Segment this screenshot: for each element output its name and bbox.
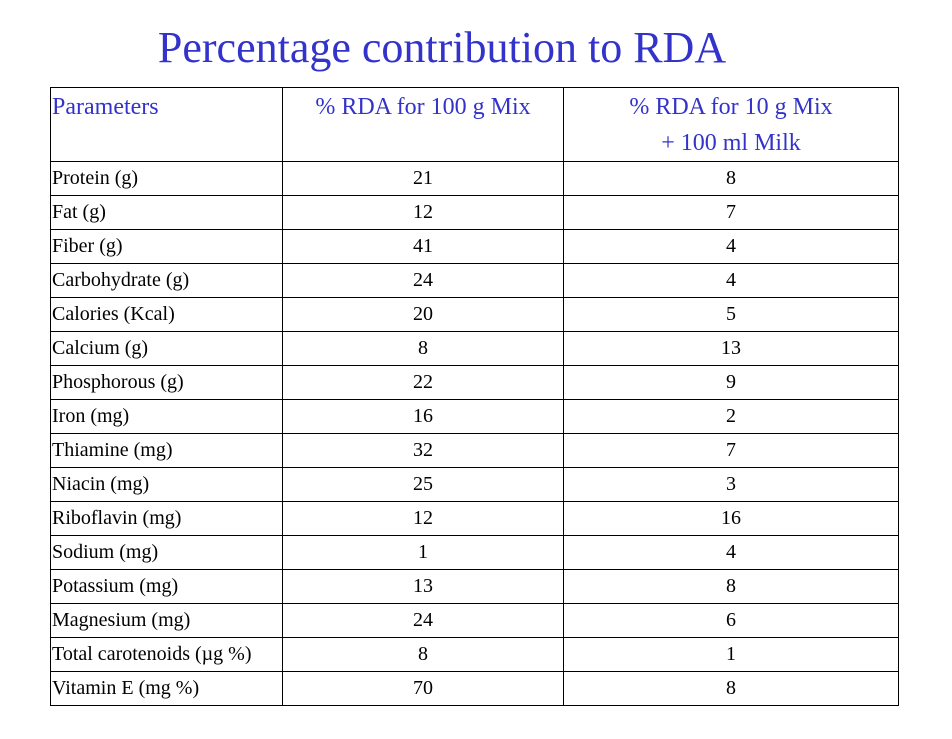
table-row: Niacin (mg) 25 3 [50, 467, 899, 502]
table-row: Sodium (mg) 1 4 [50, 535, 899, 570]
header-rda-10g-mix-milk: % RDA for 10 g Mix + 100 ml Milk [563, 87, 899, 162]
table-row: Protein (g) 21 8 [50, 161, 899, 196]
cell-rda-100g-mix: 8 [282, 331, 564, 366]
header-rda-10g-mix-line1: % RDA for 10 g Mix [629, 94, 833, 120]
cell-rda-10g-mix-milk: 7 [563, 195, 899, 230]
cell-rda-10g-mix-milk: 4 [563, 229, 899, 264]
cell-rda-100g-mix: 16 [282, 399, 564, 434]
table-row: Fiber (g) 41 4 [50, 229, 899, 264]
page-title: Percentage contribution to RDA [157, 23, 727, 72]
table-row: Potassium (mg) 13 8 [50, 569, 899, 604]
cell-parameter: Carbohydrate (g) [50, 263, 283, 298]
table-row: Phosphorous (g) 22 9 [50, 365, 899, 400]
cell-parameter: Calories (Kcal) [50, 297, 283, 332]
cell-rda-100g-mix: 13 [282, 569, 564, 604]
cell-parameter: Vitamin E (mg %) [50, 671, 283, 706]
cell-rda-100g-mix: 32 [282, 433, 564, 468]
cell-rda-100g-mix: 1 [282, 535, 564, 570]
cell-rda-10g-mix-milk: 1 [563, 637, 899, 672]
cell-rda-100g-mix: 25 [282, 467, 564, 502]
cell-parameter: Phosphorous (g) [50, 365, 283, 400]
cell-parameter: Fiber (g) [50, 229, 283, 264]
header-row: Parameters % RDA for 100 g Mix % RDA for… [50, 87, 899, 162]
table-row: Magnesium (mg) 24 6 [50, 603, 899, 638]
header-rda-10g-mix-line2: + 100 ml Milk [661, 130, 801, 156]
cell-rda-100g-mix: 22 [282, 365, 564, 400]
cell-rda-100g-mix: 70 [282, 671, 564, 706]
header-parameters: Parameters [50, 87, 283, 162]
cell-rda-10g-mix-milk: 8 [563, 161, 899, 196]
cell-rda-10g-mix-milk: 8 [563, 569, 899, 604]
cell-parameter: Calcium (g) [50, 331, 283, 366]
table-body: Protein (g) 21 8 Fat (g) 12 7 Fiber (g) 41 4 Carb… [50, 161, 899, 706]
cell-parameter: Potassium (mg) [50, 569, 283, 604]
table-row: Riboflavin (mg) 12 16 [50, 501, 899, 536]
cell-rda-10g-mix-milk: 13 [563, 331, 899, 366]
table-row: Thiamine (mg) 32 7 [50, 433, 899, 468]
cell-rda-10g-mix-milk: 16 [563, 501, 899, 536]
cell-rda-10g-mix-milk: 3 [563, 467, 899, 502]
table-row: Total carotenoids (µg %) 8 1 [50, 637, 899, 672]
cell-parameter: Sodium (mg) [50, 535, 283, 570]
cell-rda-100g-mix: 12 [282, 195, 564, 230]
table-row: Calcium (g) 8 13 [50, 331, 899, 366]
cell-parameter: Fat (g) [50, 195, 283, 230]
cell-rda-10g-mix-milk: 2 [563, 399, 899, 434]
table-row: Carbohydrate (g) 24 4 [50, 263, 899, 298]
rda-table: Parameters % RDA for 100 g Mix % RDA for… [50, 87, 899, 706]
table-row: Iron (mg) 16 2 [50, 399, 899, 434]
table-row: Vitamin E (mg %) 70 8 [50, 671, 899, 706]
cell-parameter: Iron (mg) [50, 399, 283, 434]
cell-parameter: Riboflavin (mg) [50, 501, 283, 536]
cell-parameter: Magnesium (mg) [50, 603, 283, 638]
cell-rda-10g-mix-milk: 7 [563, 433, 899, 468]
cell-rda-10g-mix-milk: 8 [563, 671, 899, 706]
cell-rda-100g-mix: 21 [282, 161, 564, 196]
cell-rda-100g-mix: 41 [282, 229, 564, 264]
cell-parameter: Niacin (mg) [50, 467, 283, 502]
header-rda-100g-mix: % RDA for 100 g Mix [282, 87, 564, 162]
cell-rda-10g-mix-milk: 5 [563, 297, 899, 332]
cell-rda-10g-mix-milk: 4 [563, 263, 899, 298]
cell-parameter: Thiamine (mg) [50, 433, 283, 468]
cell-parameter: Total carotenoids (µg %) [50, 637, 283, 672]
table-row: Calories (Kcal) 20 5 [50, 297, 899, 332]
cell-rda-100g-mix: 20 [282, 297, 564, 332]
cell-rda-10g-mix-milk: 6 [563, 603, 899, 638]
cell-rda-100g-mix: 24 [282, 603, 564, 638]
cell-rda-10g-mix-milk: 4 [563, 535, 899, 570]
cell-rda-100g-mix: 8 [282, 637, 564, 672]
table-row: Fat (g) 12 7 [50, 195, 899, 230]
cell-rda-100g-mix: 24 [282, 263, 564, 298]
cell-parameter: Protein (g) [50, 161, 283, 196]
cell-rda-100g-mix: 12 [282, 501, 564, 536]
table-header: Parameters % RDA for 100 g Mix % RDA for… [50, 87, 899, 162]
cell-rda-10g-mix-milk: 9 [563, 365, 899, 400]
